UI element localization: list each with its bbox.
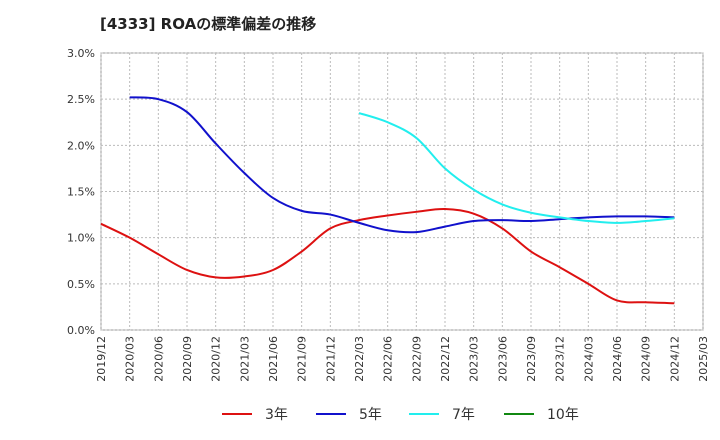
y-tick-label: 1.0% (67, 232, 95, 245)
x-tick-label: 2023/03 (468, 336, 481, 382)
x-tick-label: 2021/03 (238, 336, 251, 382)
y-tick-label: 0.5% (67, 278, 95, 291)
chart-title: [4333] ROAの標準偏差の推移 (100, 15, 317, 33)
y-tick-label: 2.5% (67, 93, 95, 106)
y-tick-label: 1.5% (67, 186, 95, 199)
x-tick-label: 2020/12 (210, 336, 223, 382)
series-lines (100, 96, 675, 305)
legend-label: 3年 (265, 407, 288, 423)
x-tick-label: 2024/06 (611, 336, 624, 382)
x-tick-label: 2019/12 (95, 336, 108, 382)
x-axis-ticks: 2019/12 2020/03 2020/06 2020/09 2020/12 2021/… (95, 336, 710, 382)
x-tick-label: 2021/12 (324, 336, 337, 382)
x-tick-label: 2020/03 (124, 336, 137, 382)
legend-label: 5年 (359, 407, 382, 423)
x-tick-label: 2023/12 (554, 336, 567, 382)
series-line-1 (100, 208, 675, 305)
x-tick-label: 2023/06 (496, 336, 509, 382)
y-tick-label: 0.0% (67, 324, 95, 337)
x-tick-label: 2024/09 (640, 336, 653, 382)
y-tick-label: 2.0% (67, 139, 95, 152)
series-line-3 (358, 112, 675, 224)
x-tick-label: 2020/06 (152, 336, 165, 382)
grid-lines (100, 52, 704, 331)
x-tick-label: 2022/12 (439, 336, 452, 382)
x-tick-label: 2025/03 (697, 336, 710, 382)
legend: 3年 5年 7年 10年 (222, 407, 579, 423)
x-tick-label: 2024/03 (582, 336, 595, 382)
x-tick-label: 2022/06 (382, 336, 395, 382)
x-tick-label: 2021/09 (296, 336, 309, 382)
legend-label: 10年 (547, 407, 579, 423)
x-tick-label: 2020/09 (181, 336, 194, 382)
series-line-2 (129, 96, 675, 234)
x-tick-label: 2022/03 (353, 336, 366, 382)
y-tick-label: 3.0% (67, 47, 95, 60)
x-tick-label: 2021/06 (267, 336, 280, 382)
x-tick-label: 2024/12 (668, 336, 681, 382)
x-tick-label: 2022/09 (410, 336, 423, 382)
x-tick-label: 2023/09 (525, 336, 538, 382)
legend-label: 7年 (452, 407, 475, 423)
y-axis-ticks: 0.0% 0.5% 1.0% 1.5% 2.0% 2.5% 3.0% (67, 47, 95, 337)
